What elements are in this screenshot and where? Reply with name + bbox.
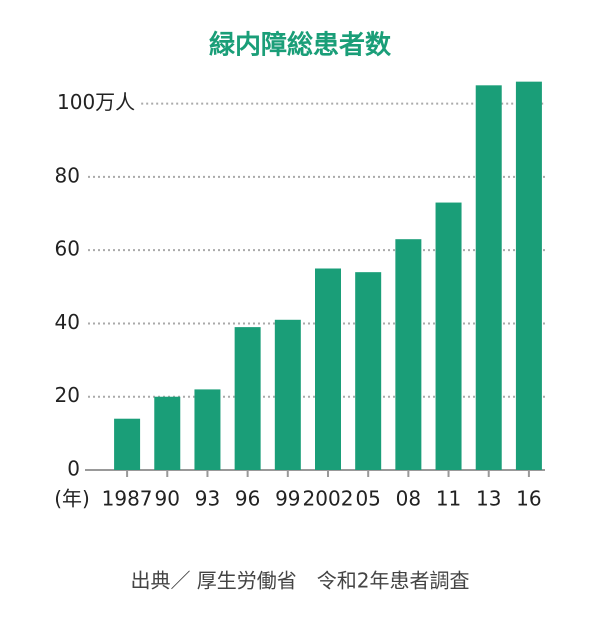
- x-tick-label: 93: [195, 487, 220, 511]
- x-tick-label: 05: [355, 487, 380, 511]
- y-tick-label: 60: [55, 237, 80, 261]
- bar: [234, 327, 261, 470]
- bar: [154, 396, 181, 470]
- x-tick-label: 08: [396, 487, 421, 511]
- bar: [435, 202, 462, 470]
- x-tick-label: 96: [235, 487, 260, 511]
- y-tick-label: 0: [67, 457, 80, 481]
- x-tick-label: 99: [275, 487, 300, 511]
- y-tick-label: 40: [55, 310, 80, 334]
- x-tick-label: 11: [436, 487, 461, 511]
- y-tick-label: 100万人: [57, 90, 135, 114]
- x-axis-label: (年): [54, 487, 90, 511]
- bar: [355, 272, 382, 470]
- x-tick-label: 2002: [303, 487, 354, 511]
- x-tick-label: 16: [516, 487, 541, 511]
- bar: [395, 239, 422, 470]
- x-tick-label: 90: [155, 487, 180, 511]
- source-note: 出典／ 厚生労働省 令和2年患者調査: [130, 569, 469, 593]
- bar: [114, 418, 141, 470]
- bar: [475, 85, 502, 471]
- bar: [315, 268, 341, 470]
- x-tick-label: 13: [476, 487, 501, 511]
- y-tick-label: 20: [55, 383, 80, 407]
- bar: [515, 81, 542, 471]
- bar: [194, 389, 221, 470]
- chart-title: 緑内障総患者数: [209, 30, 392, 61]
- x-tick-label: 1987: [102, 487, 153, 511]
- bar: [274, 319, 301, 470]
- y-tick-label: 80: [55, 163, 80, 187]
